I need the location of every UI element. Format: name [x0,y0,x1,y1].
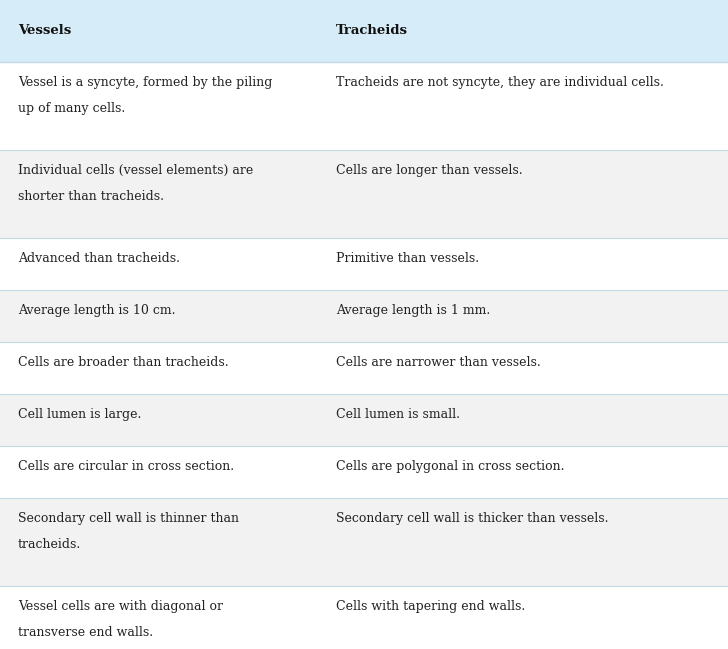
Bar [0,586,728,649]
Text: Individual cells (vessel elements) are
shorter than tracheids.: Individual cells (vessel elements) are s… [18,164,253,203]
Text: Secondary cell wall is thicker than vessels.: Secondary cell wall is thicker than vess… [336,512,609,525]
Text: Tracheids: Tracheids [336,25,408,38]
Text: Cells are narrower than vessels.: Cells are narrower than vessels. [336,356,541,369]
Text: Cells are polygonal in cross section.: Cells are polygonal in cross section. [336,460,564,473]
Text: Vessels: Vessels [18,25,71,38]
Text: Cell lumen is small.: Cell lumen is small. [336,408,460,421]
Bar [0,446,728,498]
Text: Vessel cells are with diagonal or
transverse end walls.: Vessel cells are with diagonal or transv… [18,600,223,639]
Text: Cells with tapering end walls.: Cells with tapering end walls. [336,600,525,613]
Text: Tracheids are not syncyte, they are individual cells.: Tracheids are not syncyte, they are indi… [336,76,664,89]
Text: Cells are circular in cross section.: Cells are circular in cross section. [18,460,234,473]
Bar [0,238,728,290]
Text: Average length is 1 mm.: Average length is 1 mm. [336,304,490,317]
Text: Average length is 10 cm.: Average length is 10 cm. [18,304,175,317]
Bar [0,342,728,394]
Bar [0,290,728,342]
Text: Advanced than tracheids.: Advanced than tracheids. [18,252,180,265]
Text: Primitive than vessels.: Primitive than vessels. [336,252,479,265]
Bar [0,394,728,446]
Text: Vessel is a syncyte, formed by the piling
up of many cells.: Vessel is a syncyte, formed by the pilin… [18,76,272,115]
Bar [0,62,728,150]
Text: Secondary cell wall is thinner than
tracheids.: Secondary cell wall is thinner than trac… [18,512,239,551]
Bar [0,150,728,238]
Bar [0,498,728,586]
Text: Cells are broader than tracheids.: Cells are broader than tracheids. [18,356,229,369]
Bar [0,0,728,62]
Text: Cell lumen is large.: Cell lumen is large. [18,408,141,421]
Text: Cells are longer than vessels.: Cells are longer than vessels. [336,164,523,177]
